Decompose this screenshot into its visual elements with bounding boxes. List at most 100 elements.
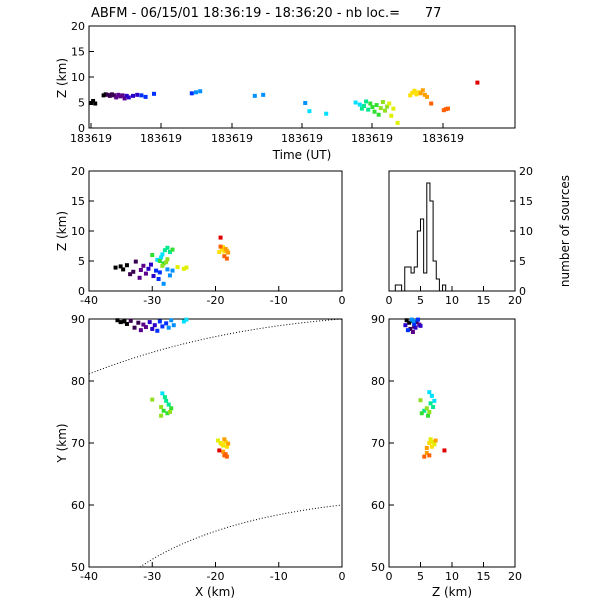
time-height-y-tick-label: 20 — [71, 20, 85, 33]
histogram-y-tick-label: 0 — [519, 285, 526, 298]
time-height-point — [366, 107, 371, 112]
time-height-point — [416, 90, 421, 95]
plan-view-point — [124, 321, 129, 326]
x-height-point — [118, 264, 123, 269]
time-height-point — [93, 101, 98, 106]
time-height-point — [359, 106, 364, 111]
plan-view-point — [223, 439, 228, 444]
z-y-point — [422, 454, 427, 459]
plan-view-y-axis-label: Y (km) — [55, 423, 69, 463]
plan-view-point — [222, 453, 227, 458]
time-height-point — [408, 93, 413, 98]
time-height-point — [126, 95, 131, 100]
plan-view-x-tick-label: 0 — [339, 570, 346, 583]
z-y-point — [408, 326, 413, 331]
x-height-point — [224, 256, 229, 261]
time-height-y-tick-label: 5 — [78, 97, 85, 110]
plan-view-point — [161, 408, 166, 413]
time-height-x-tick-label: 183619 — [211, 132, 253, 145]
time-height-point — [152, 91, 156, 96]
x-height-x-tick-label: -40 — [80, 294, 98, 307]
time-height-point — [307, 109, 312, 114]
time-height-point — [120, 93, 125, 98]
time-height-point — [378, 106, 383, 111]
time-height-point — [380, 99, 385, 104]
z-y-x-axis-label: Z (km) — [432, 585, 472, 599]
plan-view-point — [115, 318, 120, 323]
time-height-point — [362, 104, 366, 109]
x-height-point — [219, 247, 224, 252]
range-ring-inner — [139, 504, 343, 568]
z-y-x-tick-label: 5 — [417, 570, 424, 583]
z-y-point — [427, 441, 432, 445]
histogram-y-tick-label: 15 — [519, 195, 533, 208]
plan-view-point — [128, 318, 133, 323]
time-height-point — [114, 95, 119, 100]
x-height-point — [150, 253, 155, 257]
x-height-point — [218, 244, 223, 249]
x-height-point — [170, 247, 175, 252]
time-height-point — [441, 108, 446, 113]
x-height-point — [164, 260, 169, 265]
z-y-point — [428, 437, 433, 442]
time-height-point — [387, 101, 392, 106]
plan-view-point — [150, 326, 155, 331]
z-y-point — [418, 398, 423, 403]
plan-view-y-tick-label: 60 — [71, 499, 85, 512]
time-height-point — [414, 92, 419, 97]
plan-view-x-tick-label: -10 — [270, 570, 288, 583]
x-height-point — [184, 265, 189, 270]
z-y-point — [426, 413, 431, 418]
x-height-point — [155, 257, 160, 262]
time-height-point — [103, 92, 108, 97]
x-height-point — [124, 263, 129, 268]
z-y-point — [424, 450, 429, 455]
x-height-point — [131, 269, 136, 274]
x-height-point — [148, 262, 153, 267]
histogram-y-tick-label: 20 — [519, 165, 533, 178]
x-height-point — [151, 274, 156, 278]
plan-view-point — [122, 319, 127, 324]
time-height-point — [372, 109, 377, 114]
plan-view-point — [160, 391, 165, 396]
time-height-point — [389, 113, 394, 118]
z-y-point — [427, 410, 432, 414]
z-y-point — [433, 438, 438, 443]
z-y-point — [403, 323, 408, 328]
plan-view-point — [224, 444, 229, 449]
x-height-point — [133, 259, 138, 264]
time-height-point — [383, 108, 387, 113]
time-height-point — [112, 93, 117, 98]
plan-view-point — [169, 318, 174, 323]
time-height-point — [368, 101, 373, 106]
time-height-point — [116, 92, 121, 97]
plan-view-point — [166, 402, 171, 407]
histogram-y-axis-label: number of sources — [558, 175, 572, 287]
plan-view-point — [219, 442, 224, 447]
z-y-y-tick-label: 50 — [371, 561, 385, 574]
x-height-point — [146, 266, 151, 271]
plan-view-point — [164, 321, 169, 326]
x-height-point — [160, 252, 165, 257]
plan-view-point — [222, 437, 227, 442]
time-height-point — [420, 88, 425, 93]
plan-view-point — [224, 454, 229, 459]
z-y-point — [429, 393, 434, 398]
time-height-point — [376, 112, 381, 117]
plan-view-point — [152, 323, 157, 328]
x-height-point — [217, 250, 222, 254]
plan-view-point — [217, 448, 222, 453]
figure-title: ABFM - 06/15/01 18:36:19 - 18:36:20 - nb… — [91, 6, 441, 21]
z-y-y-tick-label: 90 — [371, 313, 385, 326]
time-height-point — [124, 93, 129, 98]
plan-view-point — [159, 413, 164, 418]
plan-view-point — [181, 319, 186, 324]
time-height-point — [261, 92, 266, 97]
time-height-y-axis-label: Z (km) — [55, 58, 69, 98]
x-height-y-tick-label: 5 — [78, 255, 85, 268]
time-height-point — [395, 120, 400, 125]
time-height-point — [135, 92, 140, 97]
time-height-x-tick-label: 183619 — [351, 132, 393, 145]
plan-view-point — [221, 449, 226, 454]
x-height-y-axis-label: Z (km) — [55, 211, 69, 251]
